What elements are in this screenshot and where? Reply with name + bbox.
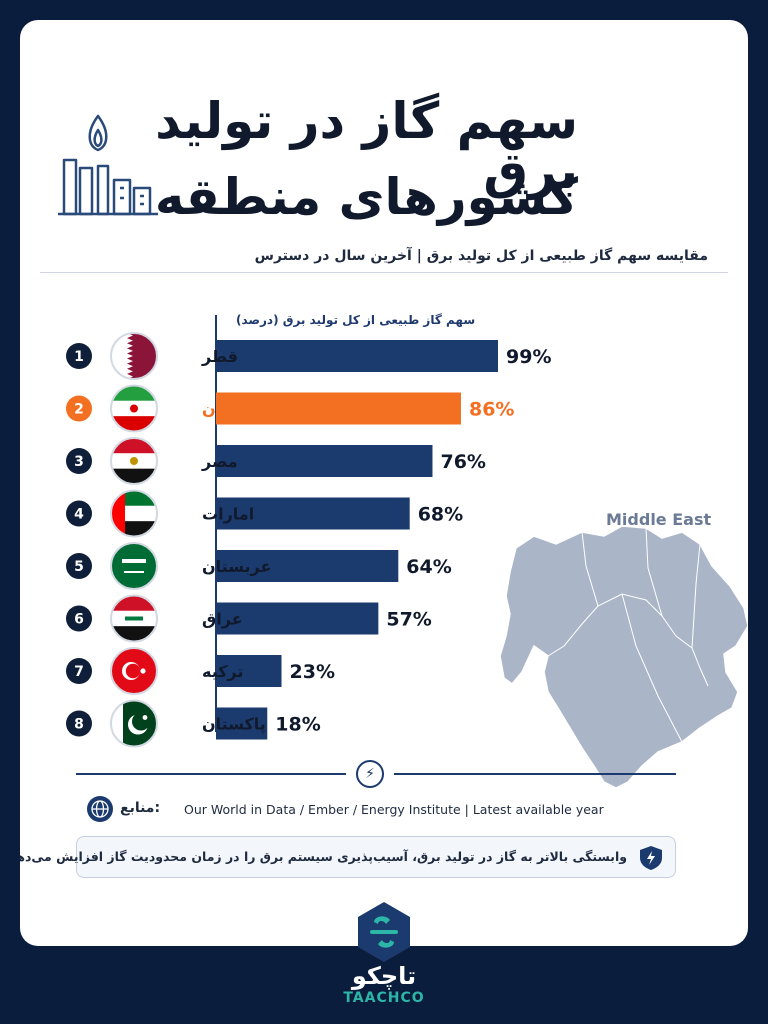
value-label-6: 57%: [386, 609, 431, 631]
rank-badge-1: [66, 343, 92, 369]
uae-flag-icon: [110, 489, 158, 538]
rank-number-6: 6: [74, 612, 84, 628]
map-label: Middle East: [606, 510, 712, 529]
rank-number-7: 7: [74, 664, 84, 680]
lightning-bolt-icon: ⚡: [356, 760, 384, 788]
subtitle: مقایسه سهم گاز طبیعی از کل تولید برق | آ…: [254, 248, 708, 264]
saudi-flag-icon: [110, 542, 158, 590]
rank-number-4: 4: [74, 507, 84, 523]
shield-bolt-icon: [640, 846, 662, 870]
bar-4: [216, 497, 410, 530]
rank-number-5: 5: [74, 559, 84, 575]
qatar-flag-icon: [110, 332, 158, 380]
bar-8: [216, 707, 268, 740]
value-label-2: 86%: [469, 399, 514, 421]
value-label-7: 23%: [290, 661, 335, 683]
rank-number-3: 3: [74, 454, 84, 470]
power-plant-icon: [58, 114, 158, 216]
category-label-2: ایران: [202, 400, 243, 419]
rank-badge-8: [66, 710, 92, 737]
egypt-flag-icon: [110, 437, 158, 485]
bar-3: [216, 445, 433, 477]
axis-caption: سهم گاز طبیعی از کل تولید برق (درصد): [236, 313, 476, 327]
rank-badge-5: [66, 553, 92, 579]
bar-6: [216, 602, 379, 635]
brand-name-fa: تاچکو: [351, 962, 417, 990]
category-label-1: قطر: [201, 347, 238, 366]
rank-number-1: 1: [74, 349, 84, 365]
value-label-8: 18%: [275, 714, 320, 736]
note-box: وابستگی بالاتر به گاز در تولید برق، آسیب…: [20, 836, 676, 878]
rank-number-2: 2: [74, 402, 84, 418]
rank-badge-6: [66, 605, 92, 632]
bar-2: [216, 392, 461, 425]
title-line-1: سهم گاز در تولید برق: [155, 92, 578, 200]
rank-badge-2: [66, 395, 92, 422]
rank-badge-7: [66, 658, 92, 684]
divider-left: [76, 773, 346, 775]
note-text: وابستگی بالاتر به گاز در تولید برق، آسیب…: [20, 849, 627, 864]
category-label-3: مصر: [201, 452, 238, 471]
middle-east-map: [499, 525, 748, 789]
iraq-flag-icon: [110, 594, 158, 643]
sources-text: Our World in Data / Ember / Energy Insti…: [184, 802, 604, 817]
category-label-4: امارات: [202, 505, 254, 524]
bar-1: [216, 340, 498, 372]
infographic-card: سهم گاز در تولید برق کشورهای منطقه مقایس…: [20, 20, 748, 946]
brand-name-en: TAACHCO: [343, 990, 425, 1006]
bar-5: [216, 550, 399, 582]
sources-label: منابع:: [120, 800, 161, 816]
pakistan-flag-icon: [110, 699, 158, 748]
value-label-5: 64%: [406, 556, 451, 578]
rank-badge-3: [66, 448, 92, 474]
turkey-flag-icon: [110, 647, 158, 695]
taachco-logo-icon: [358, 902, 410, 962]
value-label-4: 68%: [418, 504, 463, 526]
rank-number-8: 8: [74, 717, 84, 733]
category-label-8: پاکستان: [202, 715, 266, 735]
rank-badge-4: [66, 500, 92, 527]
value-label-3: 76%: [440, 451, 485, 473]
category-label-7: ترکیه: [202, 662, 244, 681]
bar-7: [216, 655, 282, 687]
divider-right: [394, 773, 676, 775]
map-shape: [499, 525, 748, 789]
globe-icon: [87, 796, 113, 822]
category-label-5: عربستان: [202, 557, 271, 576]
iran-flag-icon: [110, 384, 158, 433]
subtitle-rule: [40, 272, 728, 273]
value-label-1: 99%: [506, 346, 551, 368]
category-label-6: عراق: [202, 610, 243, 629]
title-line-2: کشورهای منطقه: [154, 168, 578, 226]
